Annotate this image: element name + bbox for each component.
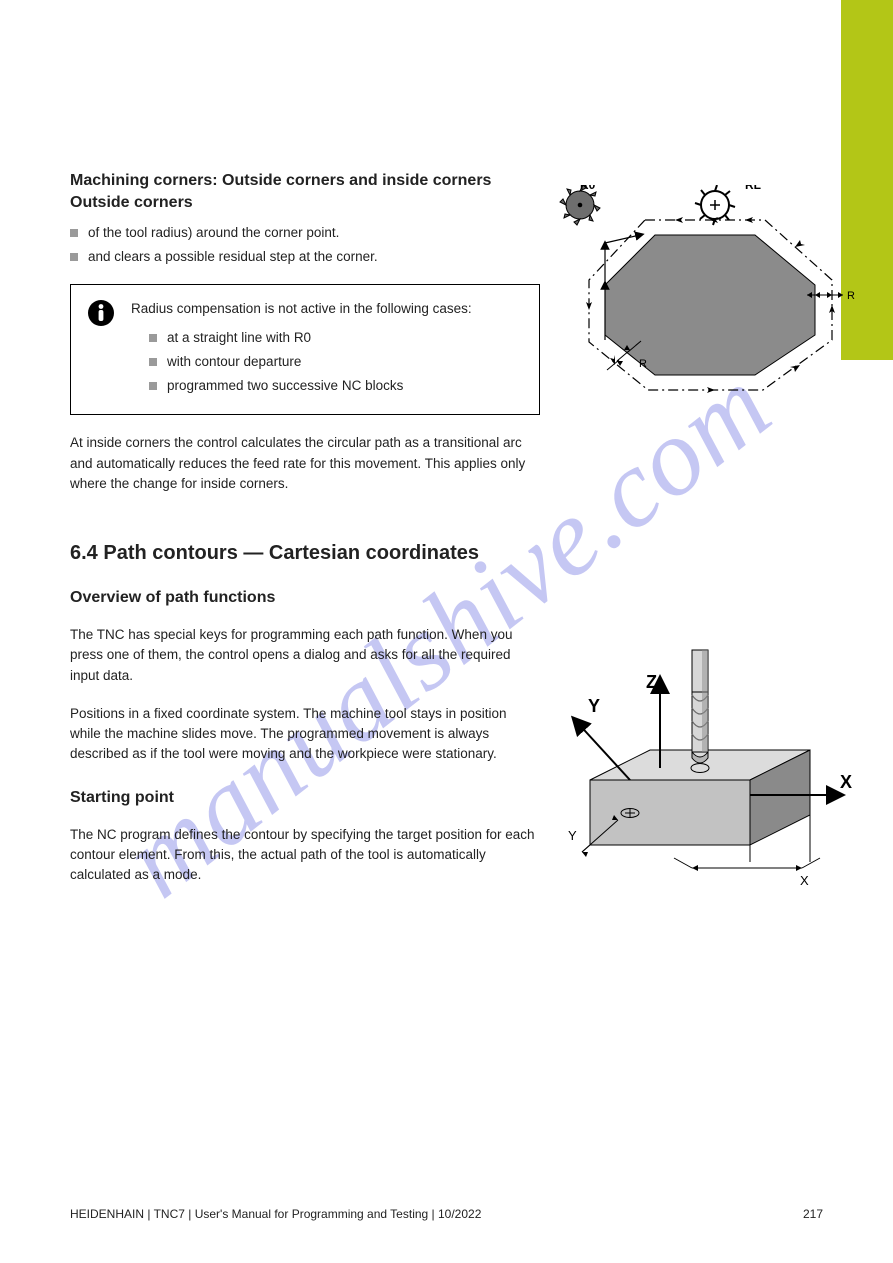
note-paragraph: At inside corners the control calculates… — [70, 433, 540, 494]
info-text: Radius compensation is not active in the… — [131, 299, 523, 400]
para-start: The NC program defines the contour by sp… — [70, 825, 540, 886]
figure-octagon-toolpath: R0 RL R R — [545, 185, 865, 395]
footer: HEIDENHAIN | TNC7 | User's Manual for Pr… — [70, 1207, 823, 1221]
label-y: Y — [588, 696, 600, 716]
para-overview-2: Positions in a fixed coordinate system. … — [70, 704, 540, 765]
section-title: 6.4 Path contours — Cartesian coordinate… — [70, 542, 540, 565]
label-rl: RL — [745, 185, 761, 192]
info-item: programmed two successive NC blocks — [149, 376, 523, 396]
main-text-column: Machining corners: Outside corners and i… — [70, 170, 540, 885]
label-x2: X — [800, 873, 809, 888]
info-item: at a straight line with R0 — [149, 328, 523, 348]
label-r-right: R — [847, 290, 855, 302]
figure-isometric-block: Z Y X Y X — [540, 640, 860, 920]
label-r0: R0 — [580, 185, 596, 192]
label-z: Z — [646, 672, 657, 692]
bullet-item: and clears a possible residual step at t… — [70, 247, 540, 267]
axis-y — [575, 720, 630, 780]
block-front — [590, 780, 750, 845]
info-lead: Radius compensation is not active in the… — [131, 299, 523, 319]
heading-line-1: Machining corners: Outside corners and i… — [70, 170, 540, 192]
info-box: Radius compensation is not active in the… — [70, 284, 540, 415]
bullet-text: of the tool radius) around the corner po… — [88, 225, 339, 240]
tool-shaft — [692, 650, 708, 763]
cutter-rl — [695, 185, 735, 225]
para-overview-1: The TNC has special keys for programming… — [70, 625, 540, 686]
subheading-start: Starting point — [70, 789, 540, 807]
info-icon — [87, 299, 115, 400]
label-x: X — [840, 772, 852, 792]
subheading-overview: Overview of path functions — [70, 589, 540, 607]
octagon-fill — [605, 235, 815, 375]
footer-right: 217 — [803, 1207, 823, 1221]
info-item: with contour departure — [149, 352, 523, 372]
info-inner-list: at a straight line with R0 with contour … — [149, 328, 523, 397]
footer-left: HEIDENHAIN | TNC7 | User's Manual for Pr… — [70, 1207, 481, 1221]
bullet-item: of the tool radius) around the corner po… — [70, 223, 540, 243]
bullet-text: and clears a possible residual step at t… — [88, 249, 378, 264]
bullet-list: of the tool radius) around the corner po… — [70, 223, 540, 266]
label-r-bl: R — [639, 358, 647, 370]
heading-line-2: Outside corners — [70, 192, 540, 214]
label-y2: Y — [568, 828, 577, 843]
